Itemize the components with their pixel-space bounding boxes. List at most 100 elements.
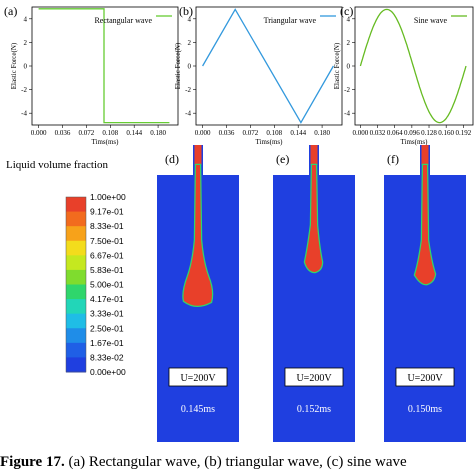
colorbar-title: Liquid volume fraction [6,159,109,171]
colorbar-tick-label: 6.67e-01 [90,250,124,260]
caption-text: (a) Rectangular wave, (b) triangular wav… [64,454,407,470]
x-tick-label: 0.180 [150,129,166,137]
x-tick-label: 0.064 [387,129,403,137]
x-axis-label: Tims(ms) [256,138,284,146]
x-tick-label: 0.032 [370,129,386,137]
colorbar-tick-label: 5.83e-01 [90,265,124,275]
simulation-panel-0: (d) U=200V 0.145ms [157,145,239,442]
colorbar-segment [66,313,86,329]
panel-label: (b) [179,4,193,18]
y-axis-label: Elastic Force(N) [333,42,341,89]
legend-label: Sine wave [414,16,448,25]
colorbar-tick-label: 9.17e-01 [90,207,124,217]
voltage-box [284,367,344,387]
y-tick-label: 4 [188,15,192,23]
time-label: 0.152ms [297,404,331,415]
x-tick-label: 0.192 [455,129,471,137]
colorbar-segment [66,269,86,285]
simulation-panel-1: (e) U=200V 0.152ms [273,145,355,442]
legend-label: Rectangular wave [94,16,152,25]
y-tick-label: -4 [185,110,191,118]
y-tick-label: 2 [347,39,351,47]
x-tick-label: 0.000 [31,129,47,137]
x-axis-label: Tims(ms) [401,138,429,146]
colorbar-tick-label: 8.33e-01 [90,221,124,231]
panel-label: (d) [165,152,179,166]
x-tick-label: 0.180 [314,129,330,137]
y-tick-label: -2 [21,86,27,94]
nozzle-liquid [310,145,318,165]
colorbar-tick-label: 5.00e-01 [90,280,124,290]
colorbar-segment [66,255,86,271]
colorbar-tick-label: 2.50e-01 [90,323,124,333]
nozzle-liquid [421,145,429,165]
x-tick-label: 0.036 [55,129,71,137]
colorbar-frame [65,196,87,373]
x-tick-label: 0.144 [290,129,306,137]
y-tick-label: -4 [344,110,350,118]
x-tick-label: 0.036 [219,129,235,137]
y-tick-label: 0 [24,63,28,71]
x-tick-label: 0.000 [195,129,211,137]
colorbar-segment [66,240,86,256]
jet-liquid [183,165,212,306]
colorbar-tick-label: 0.00e+00 [90,367,126,377]
colorbar-tick-label: 4.17e-01 [90,294,124,304]
colorbar-tick-label: 7.50e-01 [90,236,124,246]
legend-label: Triangular wave [264,16,317,25]
y-tick-label: 0 [347,63,351,71]
simulation-panels: (d) U=200V 0.145ms (e) U=200V 0.152ms (f) U=200… [157,145,466,442]
x-tick-label: 0.072 [243,129,259,137]
panel-label: (c) [340,4,353,18]
series-line [359,8,467,124]
x-tick-label: 0.000 [352,129,368,137]
voltage-label: U=200V [296,373,332,384]
colorbar-segment [66,284,86,300]
panel-label: (e) [276,152,289,166]
y-tick-label: 4 [347,15,351,23]
simulation-panel-2: (f) U=200V 0.150ms [384,145,466,442]
colorbar-tick-label: 3.33e-01 [90,309,124,319]
time-label: 0.145ms [181,404,215,415]
x-tick-label: 0.108 [102,129,118,137]
colorbar-segment [66,328,86,344]
nozzle-liquid [194,145,202,165]
voltage-box [168,367,228,387]
colorbar-segment [66,211,86,227]
wave-charts: (a) -4 -2 0 2 4 0.000 0.036 0.072 0.108 0.144 0.180… [4,4,474,146]
colorbar-segment [66,357,86,373]
colorbar-segment [66,226,86,242]
series-line [38,8,170,124]
colorbar-segment [66,299,86,315]
jet-liquid [415,165,435,285]
x-tick-label: 0.072 [79,129,95,137]
y-axis-label: Elastic Force(N) [174,42,182,89]
y-tick-label: -4 [21,110,27,118]
x-axis-label: Tims(ms) [92,138,120,146]
x-tick-label: 0.096 [404,129,420,137]
x-tick-label: 0.108 [266,129,282,137]
colorbar-tick-label: 8.33e-02 [90,352,124,362]
x-tick-label: 0.160 [438,129,454,137]
x-tick-label: 0.144 [126,129,142,137]
y-axis-label: Elastic Force(N) [10,42,18,89]
voltage-label: U=200V [407,373,443,384]
colorbar-segment [66,342,86,358]
chart-1: (b) -4 -2 0 2 4 0.000 0.036 0.072 0.108 0.144 0.180… [174,4,343,146]
voltage-label: U=200V [180,373,216,384]
y-tick-label: 2 [188,39,192,47]
y-tick-label: 4 [24,15,28,23]
chart-2: (c) -4 -2 0 2 4 0.000 0.032 0.064 0.096 0.128 0.160… [333,4,474,146]
voltage-box [395,367,455,387]
y-tick-label: -2 [185,86,191,94]
x-tick-label: 0.128 [421,129,437,137]
series-line [202,8,334,124]
y-tick-label: 2 [24,39,28,47]
caption-prefix: Figure 17. [0,454,65,470]
panel-label: (a) [4,4,17,18]
time-label: 0.150ms [408,404,442,415]
figure-caption: Figure 17. (a) Rectangular wave, (b) tri… [0,454,474,470]
chart-0: (a) -4 -2 0 2 4 0.000 0.036 0.072 0.108 0.144 0.180… [4,4,179,146]
colorbar-segment [66,197,86,213]
